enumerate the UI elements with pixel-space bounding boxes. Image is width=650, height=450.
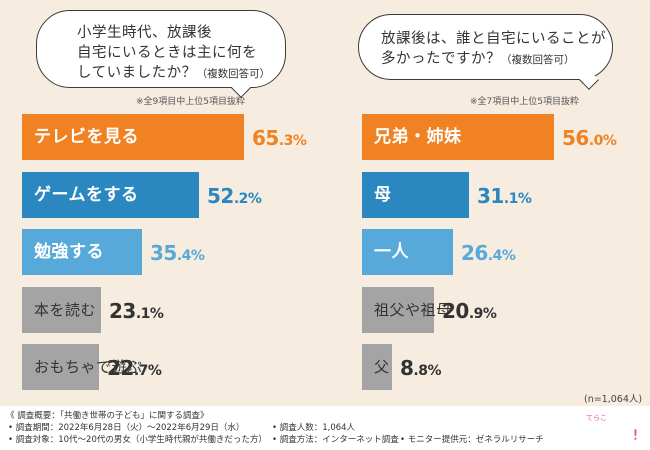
bar-category-label: 一人 [374, 242, 409, 262]
bar-value-label: 8.8% [400, 344, 442, 390]
bar-value-int: 20 [442, 298, 469, 323]
bar [362, 286, 434, 333]
bar-value-int: 26 [461, 241, 488, 265]
bar-row: 一人 26.4% [362, 229, 644, 275]
bar-row: テレビを見る 65.3% [22, 114, 334, 160]
left-question-line-1: 小学生時代、放課後 [77, 25, 212, 41]
bar-category-label: 父 [374, 358, 390, 376]
logo-small-text: てらこ [586, 414, 607, 422]
bar-row: 兄弟・姉妹 56.0% [362, 114, 644, 160]
bar-value-decimal: .4% [176, 248, 205, 264]
bar-row: ゲームをする 52.2% [22, 171, 334, 218]
right-question-bubble: 放課後は、誰と自宅にいることが 多かったですか？（複数回答可） [358, 14, 613, 80]
bar-value-label: 52.2% [207, 172, 262, 218]
footer-provider: • モニター提供元：ゼネラルリサーチ [400, 435, 544, 445]
bar-row: 母 31.1% [362, 171, 644, 218]
bar-value-label: 22.7% [107, 344, 162, 390]
bar-value-label: 20.9% [442, 287, 497, 333]
bar-category-label: おもちゃで遊ぶ [34, 358, 143, 376]
chart-panel: 小学生時代、放課後 自宅にいるときは主に何を していましたか？（複数回答可） ※… [0, 0, 650, 406]
bar-category-label: 祖父や祖母 [374, 300, 452, 319]
bar [362, 229, 453, 275]
left-source-note: ※全9項目中上位5項目抜粋 [136, 97, 245, 107]
bar-value-decimal: .2% [233, 190, 262, 207]
footer-period: • 調査期間：2022年6月28日（火）～2022年6月29日（水） [8, 423, 245, 433]
bar-value-decimal: .1% [135, 305, 164, 322]
bar-value-int: 31 [477, 183, 504, 208]
footer-respondents: • 調査人数：1,064人 [272, 423, 356, 433]
bar-category-label: 兄弟・姉妹 [374, 127, 462, 147]
terakoya-logo: てらこ 寺子屋! [586, 414, 639, 444]
left-question-note: （複数回答可） [196, 68, 271, 80]
bar-value-int: 52 [207, 183, 234, 208]
left-question-line-2: 自宅にいるときは主に何を [77, 45, 257, 61]
bar [22, 114, 244, 160]
bar [22, 344, 99, 390]
footer-target: • 調査対象：10代～20代の男女（小学生時代親が共働きだった方） [8, 435, 267, 445]
bar-value-label: 65.3% [252, 114, 307, 160]
left-question-line-3: していましたか？（複数回答可） [77, 63, 270, 84]
bar-category-label: 勉強する [34, 242, 104, 262]
bar [22, 286, 101, 333]
bar [362, 344, 392, 390]
right-question-line-2-text: 多かったですか？ [381, 51, 501, 67]
bar [22, 171, 199, 218]
survey-footer: 《 調査概要：「共働き世帯の子ども」に関する調査》 • 調査期間：2022年6月… [0, 406, 650, 450]
bar [362, 114, 554, 160]
bar [22, 229, 142, 275]
bar-value-decimal: .0% [588, 133, 617, 149]
bar-row: 勉強する 35.4% [22, 229, 334, 275]
bar-value-label: 31.1% [477, 172, 532, 218]
logo-main-text: 寺子屋! [587, 426, 639, 444]
bar-row: 本を読む 23.1% [22, 286, 334, 333]
bar-value-int: 56 [562, 126, 589, 150]
sample-size-note: (n=1,064人) [584, 394, 643, 405]
bar-value-label: 23.1% [109, 287, 164, 333]
bar-value-int: 8 [400, 356, 414, 380]
bar-value-decimal: .7% [133, 363, 162, 379]
bar-value-label: 56.0% [562, 114, 617, 160]
right-question-line-1: 放課後は、誰と自宅にいることが [381, 31, 606, 47]
right-question-line-2: 多かったですか？（複数回答可） [381, 49, 594, 70]
bar-value-decimal: .3% [278, 133, 307, 149]
footer-overview: 《 調査概要：「共働き世帯の子ども」に関する調査》 [6, 411, 209, 421]
bar-value-int: 23 [109, 298, 136, 323]
bar-value-label: 35.4% [150, 229, 205, 275]
bar-row: 父 8.8% [362, 344, 644, 390]
bar-value-decimal: .4% [487, 248, 516, 264]
bar-category-label: ゲームをする [34, 184, 139, 205]
bar-value-int: 35 [150, 241, 177, 265]
bar-row: おもちゃで遊ぶ 22.7% [22, 344, 334, 390]
bar-value-int: 65 [252, 126, 279, 150]
footer-method: • 調査方法：インターネット調査 [272, 435, 399, 445]
right-question-note: （複数回答可） [501, 54, 575, 66]
bar-category-label: 母 [374, 184, 392, 205]
right-source-note: ※全7項目中上位5項目抜粋 [470, 97, 579, 107]
bar-category-label: テレビを見る [34, 127, 139, 147]
bar-value-decimal: .1% [503, 190, 532, 207]
bar-value-int: 22 [107, 356, 134, 380]
bar-value-decimal: .9% [468, 305, 497, 322]
bar-value-label: 26.4% [461, 229, 516, 275]
bar-value-decimal: .8% [413, 363, 442, 379]
bar-row: 祖父や祖母 20.9% [362, 286, 644, 333]
left-question-line-3-text: していましたか？ [77, 65, 197, 81]
bar [362, 171, 469, 218]
left-question-bubble: 小学生時代、放課後 自宅にいるときは主に何を していましたか？（複数回答可） [36, 10, 286, 88]
bar-category-label: 本を読む [34, 300, 97, 319]
